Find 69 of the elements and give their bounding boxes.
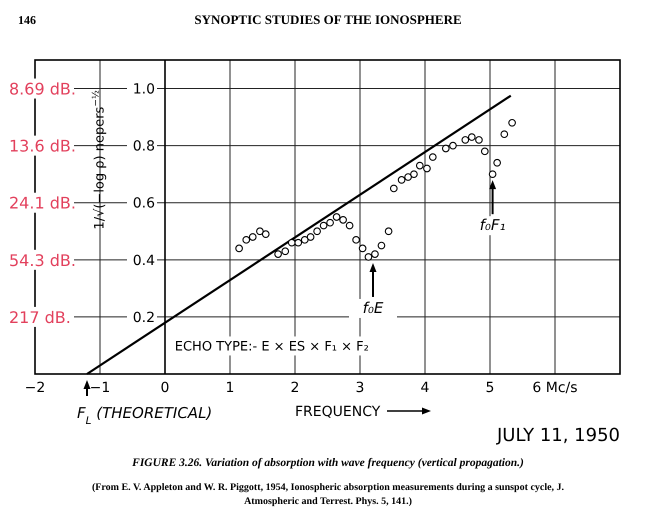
y-tick-label: 0.2 xyxy=(132,310,155,326)
point xyxy=(461,136,470,144)
text: FIGURE 3.26. Variation of absorption with wave frequency (vertical propagation.) xyxy=(131,457,524,469)
annotation: 24.1 dB. xyxy=(9,194,76,213)
point xyxy=(442,144,450,152)
text: (From E. V. Appleton and W. R. Piggott, 1954, Ionospheric absorption measurements during a sunspot cycle, J. Atmospheric and Terrest. Phys. 5, 141.) xyxy=(92,482,565,507)
y-tick-label: 0.6 xyxy=(132,196,156,212)
x-tick-label: 5 xyxy=(486,380,494,396)
x-tick-label: 6 Mc/s xyxy=(532,380,578,396)
point xyxy=(248,233,257,241)
x-tick-label: 0 xyxy=(160,380,170,396)
point xyxy=(390,184,398,192)
x-tick-label: −2 xyxy=(24,380,46,396)
point xyxy=(288,238,296,247)
point xyxy=(480,148,489,156)
point xyxy=(256,227,264,236)
point xyxy=(428,153,437,161)
point xyxy=(352,236,360,244)
point xyxy=(378,242,386,250)
point xyxy=(306,233,314,241)
point xyxy=(300,236,309,244)
annotation: 54.3 dB. xyxy=(9,250,76,270)
point xyxy=(449,142,457,150)
point xyxy=(262,230,270,238)
x-axis-title: FREQUENCY xyxy=(295,404,381,420)
point xyxy=(326,218,334,227)
annotation: f₀E xyxy=(362,298,384,317)
point xyxy=(468,133,476,141)
x-tick-label: 2 xyxy=(290,380,300,396)
point xyxy=(364,253,372,261)
annotation: 217 dB. xyxy=(9,308,71,327)
y-tick-label: 0.8 xyxy=(132,138,155,155)
point xyxy=(488,170,496,178)
point xyxy=(332,213,340,221)
point xyxy=(242,236,250,244)
point xyxy=(493,158,501,167)
x-tick-label: 4 xyxy=(420,380,430,396)
text: JULY 11, 1950 xyxy=(496,425,620,446)
point xyxy=(423,164,431,172)
annotation: F$_{L}$ (THEORETICAL) xyxy=(77,404,212,427)
annotation: f₀F₁ xyxy=(480,216,506,234)
point xyxy=(281,247,290,256)
y-tick-label: 1.0 xyxy=(132,82,155,98)
point xyxy=(500,130,508,138)
annotation: 8.69 dB. xyxy=(9,80,76,99)
point xyxy=(320,222,328,230)
point xyxy=(339,216,347,224)
point xyxy=(235,244,243,252)
text: 146 xyxy=(18,13,36,27)
point xyxy=(371,250,379,258)
point xyxy=(294,238,302,247)
point xyxy=(404,173,412,181)
point xyxy=(346,222,354,230)
point xyxy=(416,162,424,170)
x-tick-label: −1 xyxy=(90,380,110,396)
point xyxy=(274,250,282,258)
point xyxy=(398,176,406,184)
annotation: ECHO TYPE:- E × ES × F₁ × F₂ xyxy=(174,339,369,354)
point xyxy=(384,227,392,236)
point xyxy=(475,136,483,144)
point xyxy=(313,227,321,236)
point xyxy=(410,170,418,178)
point xyxy=(358,244,366,252)
x-tick-label: 3 xyxy=(356,380,364,396)
x-tick-label: 1 xyxy=(226,380,234,396)
point xyxy=(508,118,516,127)
text: SYNOPTIC STUDIES OF THE IONOSPHERE xyxy=(194,12,462,27)
annotation: 13.6 dB. xyxy=(9,136,76,156)
y-tick-label: 0.4 xyxy=(132,252,156,269)
